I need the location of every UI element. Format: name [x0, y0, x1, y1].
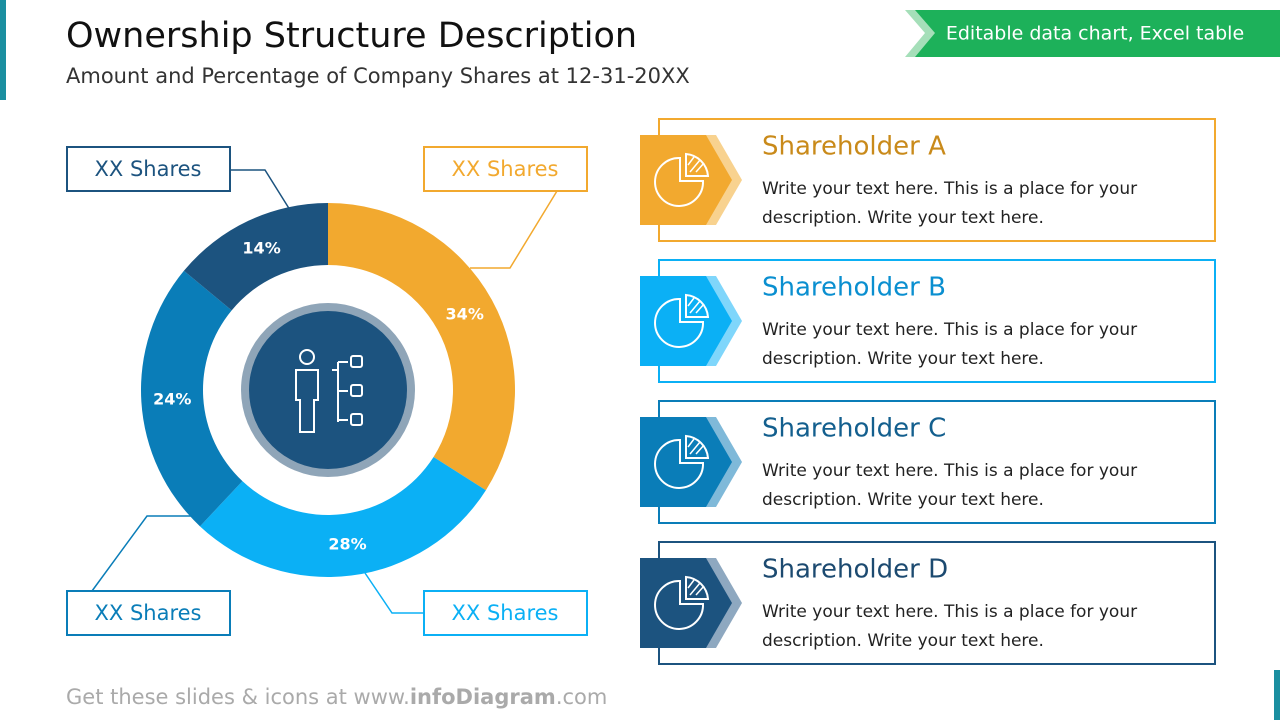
leader-line	[91, 515, 192, 592]
badge	[915, 10, 1280, 57]
footer-text: .com	[556, 685, 608, 709]
card	[658, 541, 1216, 665]
person-icon	[295, 349, 363, 433]
callout-label: XX Shares	[95, 601, 202, 625]
card-title: Shareholder C	[762, 414, 946, 444]
footer-text: Get these slides & icons at www.	[66, 685, 410, 709]
donut-segment	[141, 270, 243, 527]
card-title: Shareholder B	[762, 273, 946, 303]
card-text: description. Write your text here.	[762, 490, 1044, 510]
pie-icon	[654, 579, 705, 630]
callout-label: XX Shares	[452, 601, 559, 625]
card-text: Write your text here. This is a place fo…	[762, 602, 1137, 622]
footer: Get these slides & icons at www.infoDiag…	[66, 685, 607, 709]
pie-icon	[654, 438, 705, 489]
leader-line	[230, 169, 291, 211]
value-label: 28%	[328, 534, 366, 553]
callout-box	[66, 590, 231, 636]
card-title: Shareholder A	[762, 132, 946, 162]
callout-box	[423, 146, 588, 192]
pie-icon	[654, 156, 705, 207]
donut-segment	[183, 203, 328, 311]
donut-segment	[328, 203, 515, 491]
callout-label: XX Shares	[452, 157, 559, 181]
pie-icon-hatch	[687, 438, 705, 455]
card-text: Write your text here. This is a place fo…	[762, 179, 1137, 199]
callout-box	[423, 590, 588, 636]
value-label: 34%	[446, 304, 484, 323]
leader-line	[470, 190, 558, 269]
donut-segment	[199, 456, 486, 578]
value-label: 24%	[153, 389, 191, 408]
footer-brand: infoDiagram	[410, 685, 556, 709]
pie-icon-hatch	[687, 156, 705, 173]
card-text: description. Write your text here.	[762, 349, 1044, 369]
center-icon	[241, 303, 415, 477]
pie-icon-hatch	[687, 579, 705, 596]
card-text: Write your text here. This is a place fo…	[762, 320, 1137, 340]
card-text: Write your text here. This is a place fo…	[762, 461, 1137, 481]
accent-bar	[0, 0, 6, 100]
card	[658, 400, 1216, 524]
pie-icon-hatch	[687, 297, 705, 314]
leader-line	[364, 572, 424, 614]
pie-icon	[654, 297, 705, 348]
title: Ownership Structure Description	[66, 16, 637, 56]
card-text: description. Write your text here.	[762, 208, 1044, 228]
center-disc	[249, 311, 407, 469]
accent-bar	[1274, 670, 1280, 720]
callout-box	[66, 146, 231, 192]
value-label: 14%	[242, 238, 280, 257]
callout-label: XX Shares	[95, 157, 202, 181]
subtitle: Amount and Percentage of Company Shares …	[66, 64, 690, 88]
badge-text: Editable data chart, Excel table	[946, 23, 1244, 45]
card-text: description. Write your text here.	[762, 631, 1044, 651]
card-title: Shareholder D	[762, 555, 948, 585]
